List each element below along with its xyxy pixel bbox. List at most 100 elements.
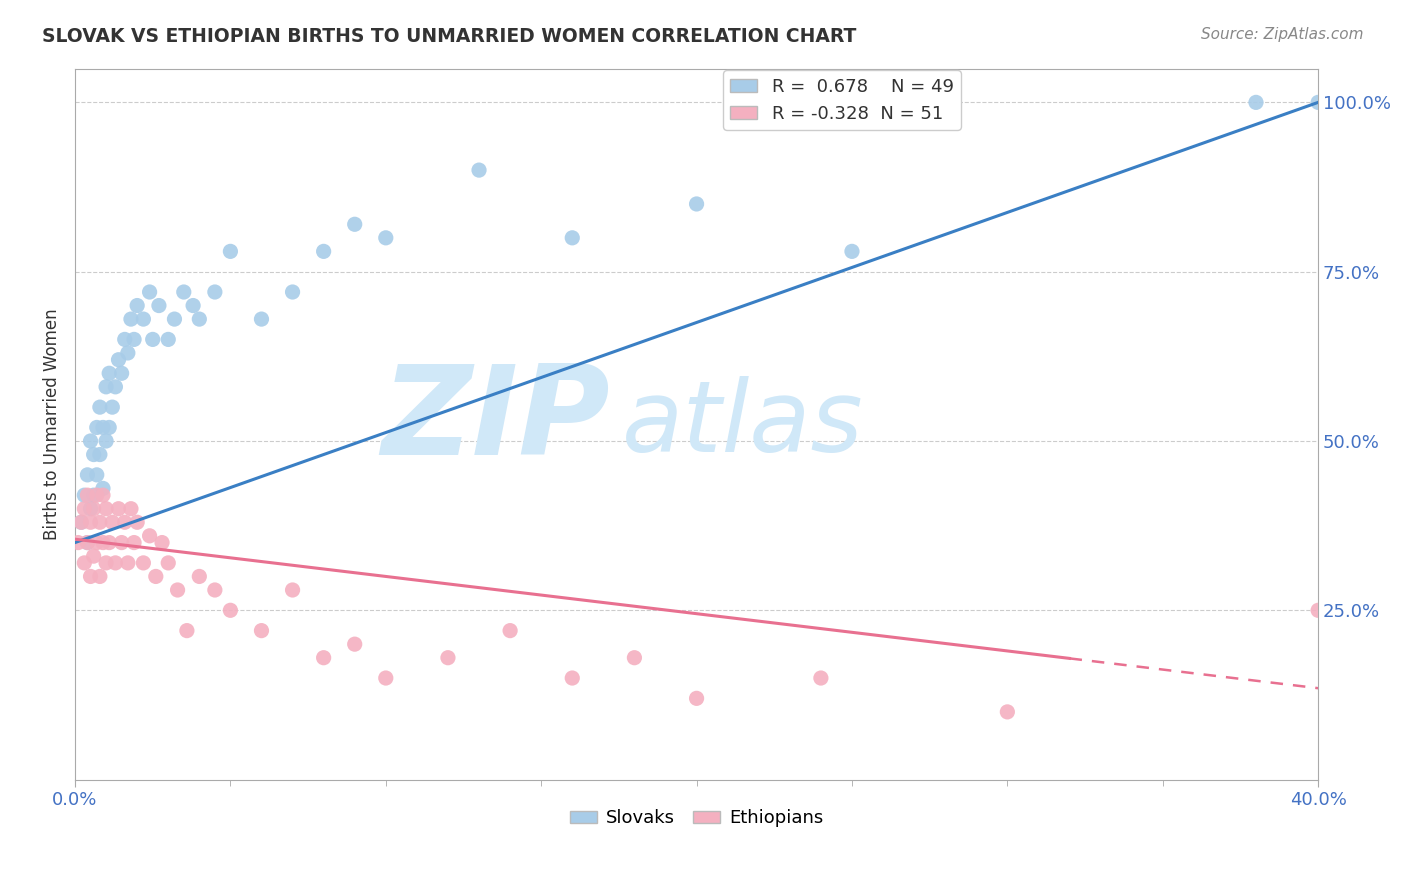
Point: [94, 501, 117, 516]
Point: [312, 244, 335, 259]
Point: [86, 420, 108, 434]
Point: [343, 217, 366, 231]
Point: [89, 569, 111, 583]
Point: [120, 501, 142, 516]
Point: [250, 312, 273, 326]
Point: [73, 488, 96, 502]
Point: [176, 624, 198, 638]
Point: [76, 488, 98, 502]
Point: [281, 285, 304, 299]
Point: [79, 569, 101, 583]
Point: [104, 380, 127, 394]
Point: [250, 624, 273, 638]
Point: [73, 501, 96, 516]
Point: [101, 400, 124, 414]
Point: [70, 515, 93, 529]
Point: [499, 624, 522, 638]
Point: [181, 299, 204, 313]
Point: [89, 448, 111, 462]
Text: atlas: atlas: [621, 376, 863, 473]
Point: [281, 582, 304, 597]
Point: [89, 400, 111, 414]
Point: [79, 434, 101, 448]
Text: SLOVAK VS ETHIOPIAN BIRTHS TO UNMARRIED WOMEN CORRELATION CHART: SLOVAK VS ETHIOPIAN BIRTHS TO UNMARRIED …: [42, 27, 856, 45]
Point: [122, 535, 145, 549]
Point: [1244, 95, 1267, 110]
Point: [101, 515, 124, 529]
Point: [561, 231, 583, 245]
Point: [114, 333, 136, 347]
Point: [127, 299, 149, 313]
Y-axis label: Births to Unmarried Women: Births to Unmarried Women: [44, 309, 60, 540]
Point: [107, 352, 129, 367]
Text: ZIP: ZIP: [381, 360, 610, 481]
Point: [73, 556, 96, 570]
Point: [107, 501, 129, 516]
Point: [132, 556, 155, 570]
Point: [83, 488, 105, 502]
Point: [204, 582, 226, 597]
Point: [86, 535, 108, 549]
Point: [117, 556, 139, 570]
Point: [98, 420, 121, 434]
Point: [204, 285, 226, 299]
Legend: Slovaks, Ethiopians: Slovaks, Ethiopians: [562, 802, 831, 835]
Point: [120, 312, 142, 326]
Point: [86, 467, 108, 482]
Point: [94, 380, 117, 394]
Point: [98, 535, 121, 549]
Point: [468, 163, 491, 178]
Point: [343, 637, 366, 651]
Point: [114, 515, 136, 529]
Point: [188, 312, 211, 326]
Point: [995, 705, 1018, 719]
Point: [163, 312, 186, 326]
Point: [70, 515, 93, 529]
Point: [94, 434, 117, 448]
Point: [145, 569, 167, 583]
Point: [157, 556, 180, 570]
Point: [142, 333, 165, 347]
Point: [111, 535, 134, 549]
Point: [561, 671, 583, 685]
Point: [79, 501, 101, 516]
Point: [117, 346, 139, 360]
Text: Source: ZipAtlas.com: Source: ZipAtlas.com: [1201, 27, 1364, 42]
Point: [83, 448, 105, 462]
Point: [91, 420, 114, 434]
Point: [67, 535, 90, 549]
Point: [111, 366, 134, 380]
Point: [132, 312, 155, 326]
Point: [685, 197, 707, 211]
Point: [98, 366, 121, 380]
Point: [188, 569, 211, 583]
Point: [374, 671, 396, 685]
Point: [148, 299, 170, 313]
Point: [83, 501, 105, 516]
Point: [91, 488, 114, 502]
Point: [219, 244, 242, 259]
Point: [76, 535, 98, 549]
Point: [166, 582, 188, 597]
Point: [1308, 603, 1330, 617]
Point: [83, 549, 105, 563]
Point: [127, 515, 149, 529]
Point: [91, 535, 114, 549]
Point: [91, 482, 114, 496]
Point: [122, 333, 145, 347]
Point: [841, 244, 863, 259]
Point: [76, 467, 98, 482]
Point: [94, 556, 117, 570]
Point: [157, 333, 180, 347]
Point: [89, 515, 111, 529]
Point: [312, 650, 335, 665]
Point: [173, 285, 195, 299]
Point: [437, 650, 460, 665]
Point: [138, 285, 160, 299]
Point: [1308, 95, 1330, 110]
Point: [623, 650, 645, 665]
Point: [810, 671, 832, 685]
Point: [79, 515, 101, 529]
Point: [374, 231, 396, 245]
Point: [104, 556, 127, 570]
